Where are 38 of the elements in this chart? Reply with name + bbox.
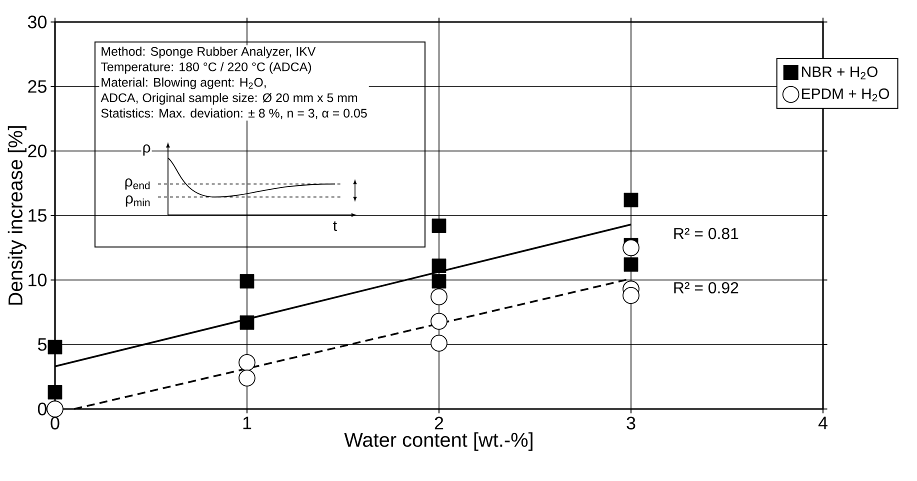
annotation: ρ xyxy=(143,144,150,156)
y-axis-title: Density increase [%] xyxy=(8,126,26,305)
annotation: Material: Blowing agent: H$_{2}$O, xyxy=(102,78,266,90)
annotation: t xyxy=(333,221,337,231)
point xyxy=(240,274,254,288)
point xyxy=(432,274,446,288)
y-tick-label: 5 xyxy=(38,338,46,351)
y-tick-label: 30 xyxy=(28,16,47,28)
y-tick-label: 25 xyxy=(28,80,46,93)
point xyxy=(432,258,446,274)
x-tick-label: 2 xyxy=(434,416,444,430)
legend-label: NBR + H$_{2}$O xyxy=(802,66,878,80)
annotation: ρ$_{end}$ xyxy=(125,178,150,190)
annotation: ADCA, Original sample size: Ø 20 mm x 5 mm xyxy=(100,93,358,105)
y-tick-label: 10 xyxy=(28,274,47,286)
x-tick-label: 0 xyxy=(50,416,60,430)
annotation: ρ$_{min}$ xyxy=(126,195,150,207)
point xyxy=(240,315,254,330)
legend-label: EPDM + H$_{2}$O xyxy=(802,88,890,102)
y-tick-label: 20 xyxy=(28,144,47,158)
annotation: Statistics: Max. deviation: ± 8 %, n = 3, α = 0.05 xyxy=(101,108,367,120)
x-tick-label: 3 xyxy=(626,416,636,430)
y-tick-label: 0 xyxy=(38,402,47,416)
point xyxy=(622,239,640,256)
point xyxy=(624,192,638,208)
annotation: Temperature: 180 °C / 220 °C (ADCA) xyxy=(100,62,312,74)
y-tick-label: 15 xyxy=(28,209,46,222)
point xyxy=(48,385,62,400)
point xyxy=(432,218,446,234)
point xyxy=(622,287,640,304)
x-axis-title: Water content [wt.-%] xyxy=(344,432,532,451)
x-tick-label: 1 xyxy=(243,416,252,430)
annotation: R² = 0.81 xyxy=(674,228,738,240)
annotation: Method: Sponge Rubber Analyzer, IKV xyxy=(102,46,316,58)
x-tick-label: 4 xyxy=(818,416,828,430)
point xyxy=(624,257,638,272)
annotation: R² = 0.92 xyxy=(674,282,738,294)
point xyxy=(48,340,62,354)
